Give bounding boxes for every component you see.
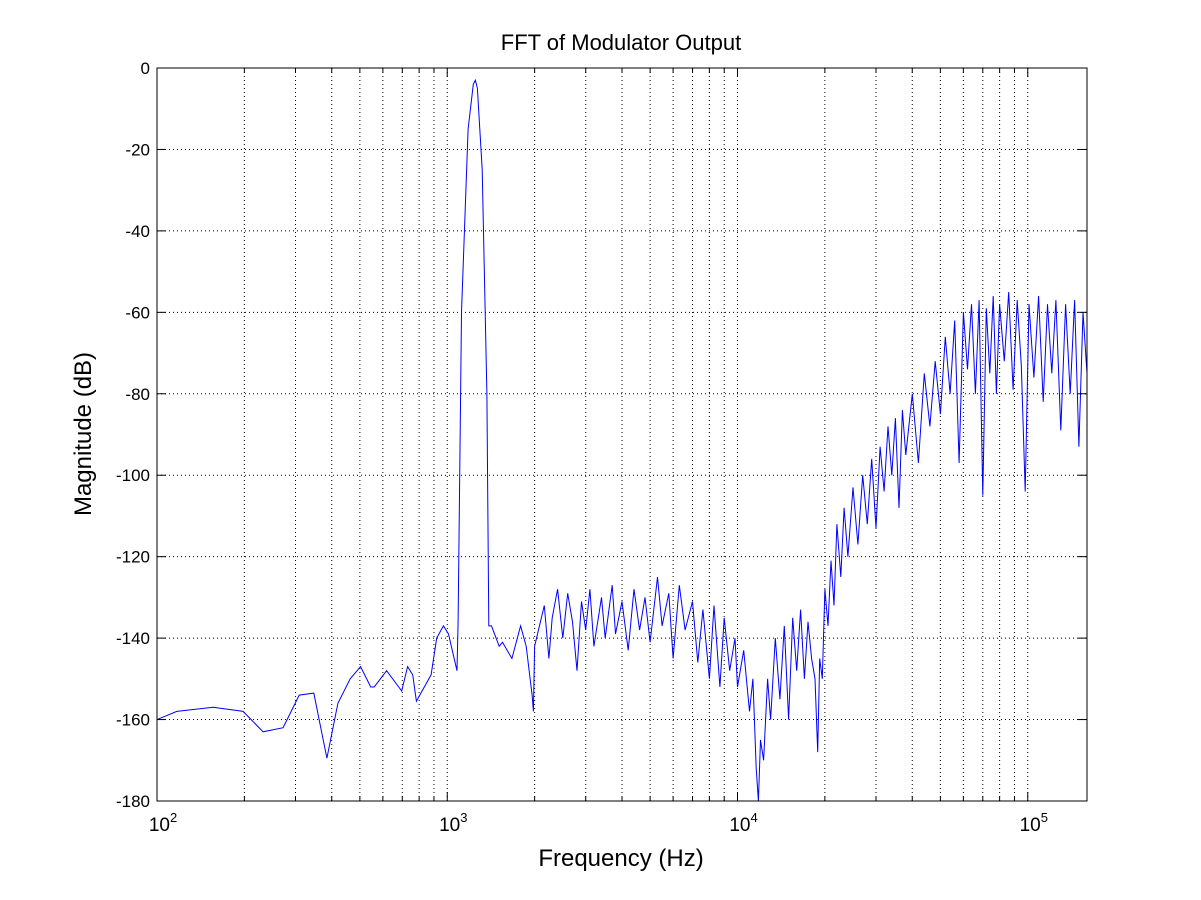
x-tick-label: 105 bbox=[1020, 810, 1048, 836]
y-tick-label: -180 bbox=[116, 792, 150, 811]
chart-title: FFT of Modulator Output bbox=[501, 30, 741, 55]
x-tick-label-exponent: 3 bbox=[460, 810, 467, 825]
series-line bbox=[156, 78, 1088, 802]
x-tick-label-base: 10 bbox=[1020, 815, 1041, 836]
y-tick-label: -20 bbox=[125, 140, 150, 159]
grid bbox=[157, 68, 1087, 801]
y-tick-label: -80 bbox=[125, 385, 150, 404]
y-tick-label: -120 bbox=[116, 548, 150, 567]
x-tick-label-base: 10 bbox=[729, 815, 750, 836]
y-tick-label: -100 bbox=[116, 466, 150, 485]
x-tick-label: 104 bbox=[729, 810, 757, 836]
y-tick-label: -140 bbox=[116, 629, 150, 648]
y-tick-label: -160 bbox=[116, 711, 150, 730]
x-tick-label: 103 bbox=[439, 810, 467, 836]
y-axis-label: Magnitude (dB) bbox=[70, 352, 97, 516]
x-tick-label: 102 bbox=[149, 810, 177, 836]
x-tick-label-base: 10 bbox=[149, 815, 170, 836]
y-tick-label: -60 bbox=[125, 303, 150, 322]
y-tick-label: -40 bbox=[125, 222, 150, 241]
x-tick-label-exponent: 2 bbox=[170, 810, 177, 825]
x-tick-label-exponent: 5 bbox=[1041, 810, 1048, 825]
x-tick-label-exponent: 4 bbox=[750, 810, 757, 825]
x-tick-label-base: 10 bbox=[439, 815, 460, 836]
x-axis-label: Frequency (Hz) bbox=[538, 845, 703, 872]
y-tick-label: 0 bbox=[141, 59, 150, 78]
plot-area bbox=[156, 78, 1088, 802]
